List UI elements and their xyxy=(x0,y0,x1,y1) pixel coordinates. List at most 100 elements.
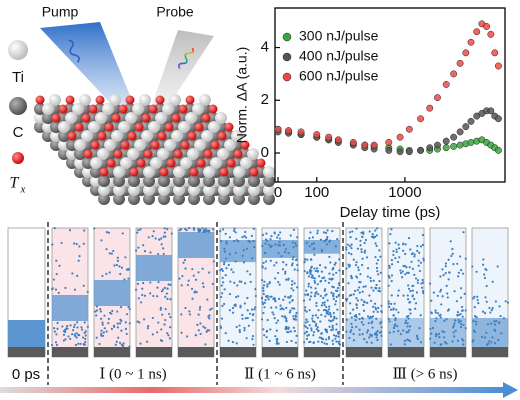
panel-base xyxy=(178,347,214,357)
carrier-dot xyxy=(348,245,352,248)
carrier-dot xyxy=(101,334,105,337)
carrier-dot xyxy=(273,317,276,320)
carrier-dot xyxy=(198,308,201,311)
carrier-dot xyxy=(281,315,284,318)
carrier-dot xyxy=(223,250,226,253)
carrier-dot xyxy=(396,325,399,328)
carrier-dot xyxy=(404,319,408,322)
carrier-dot xyxy=(289,309,292,312)
carrier-dot xyxy=(295,311,298,314)
carrier-dot xyxy=(225,257,228,260)
carrier-dot xyxy=(357,268,360,272)
carrier-dot xyxy=(295,244,298,247)
carrier-dot xyxy=(243,302,247,305)
carrier-dot xyxy=(397,289,400,292)
carrier-dot xyxy=(392,307,395,310)
carrier-dot xyxy=(312,242,316,245)
carrier-dot xyxy=(436,294,439,297)
atom xyxy=(196,158,206,168)
atom xyxy=(128,193,140,205)
data-point xyxy=(467,38,475,46)
atom xyxy=(143,193,155,205)
carrier-dot xyxy=(378,287,381,290)
carrier-dot xyxy=(82,343,85,346)
carrier-dot xyxy=(415,335,419,338)
atom xyxy=(42,103,54,115)
carrier-dot xyxy=(328,311,332,314)
carrier-dot xyxy=(294,315,298,318)
carrier-dot xyxy=(119,272,122,276)
carrier-dot xyxy=(74,343,78,347)
carrier-dot xyxy=(309,295,312,298)
carrier-dot xyxy=(442,330,446,334)
carrier-dot xyxy=(375,287,378,290)
carrier-dot xyxy=(388,266,391,269)
carrier-dot xyxy=(261,244,264,248)
atom xyxy=(194,139,206,151)
carrier-dot xyxy=(368,294,371,297)
carrier-dot xyxy=(448,271,451,274)
carrier-dot xyxy=(355,303,358,307)
carrier-dot xyxy=(64,286,67,290)
carrier-dot xyxy=(334,337,337,340)
carrier-dot xyxy=(330,291,333,294)
carrier-dot xyxy=(474,320,478,323)
carrier-dot xyxy=(362,231,365,234)
carrier-dot xyxy=(212,228,215,231)
atom xyxy=(118,104,128,114)
carrier-dot xyxy=(292,255,295,259)
carrier-dot xyxy=(444,262,447,265)
atom xyxy=(185,112,197,124)
carrier-dot xyxy=(212,260,215,263)
x-tick-label: 0 xyxy=(274,184,282,201)
carrier-dot xyxy=(438,314,441,317)
carrier-dot xyxy=(238,324,241,327)
band xyxy=(178,232,214,258)
carrier-dot xyxy=(292,289,295,292)
carrier-dot xyxy=(187,279,190,282)
data-point xyxy=(434,141,441,149)
carrier-dot xyxy=(316,269,319,272)
carrier-dot xyxy=(485,331,488,334)
carrier-dot xyxy=(393,324,396,328)
atom xyxy=(120,140,130,150)
carrier-dot xyxy=(208,317,211,320)
carrier-dot xyxy=(246,309,249,312)
carrier-dot xyxy=(411,294,414,297)
carrier-dot xyxy=(334,245,337,248)
carrier-dot xyxy=(248,240,252,244)
carrier-dot xyxy=(419,341,423,344)
carrier-dot xyxy=(192,228,196,231)
panel-base xyxy=(262,347,298,357)
carrier-dot xyxy=(194,278,198,281)
carrier-dot xyxy=(322,309,326,312)
carrier-dot xyxy=(307,285,310,288)
carrier-dot xyxy=(157,280,160,284)
carrier-dot xyxy=(222,281,225,284)
carrier-dot xyxy=(304,306,307,309)
atom xyxy=(210,140,220,150)
carrier-dot xyxy=(151,333,154,336)
data-point xyxy=(349,139,357,146)
carrier-dot xyxy=(67,335,70,338)
legend-label: 600 nJ/pulse xyxy=(299,68,379,84)
carrier-dot xyxy=(389,308,393,311)
carrier-dot xyxy=(413,253,416,256)
carrier-dot xyxy=(152,230,155,233)
carrier-dot xyxy=(203,228,206,232)
carrier-dot xyxy=(370,316,373,319)
carrier-dot xyxy=(154,237,157,240)
atom xyxy=(248,193,260,205)
carrier-dot xyxy=(388,276,391,279)
carrier-dot xyxy=(268,339,271,342)
carrier-dot xyxy=(232,271,235,274)
carrier-dot xyxy=(352,332,355,336)
carrier-dot xyxy=(354,289,357,293)
carrier-dot xyxy=(436,312,440,315)
carrier-dot xyxy=(156,331,159,334)
carrier-dot xyxy=(337,294,340,297)
atom xyxy=(113,193,125,205)
carrier-dot xyxy=(208,314,211,317)
carrier-dot xyxy=(325,310,328,313)
